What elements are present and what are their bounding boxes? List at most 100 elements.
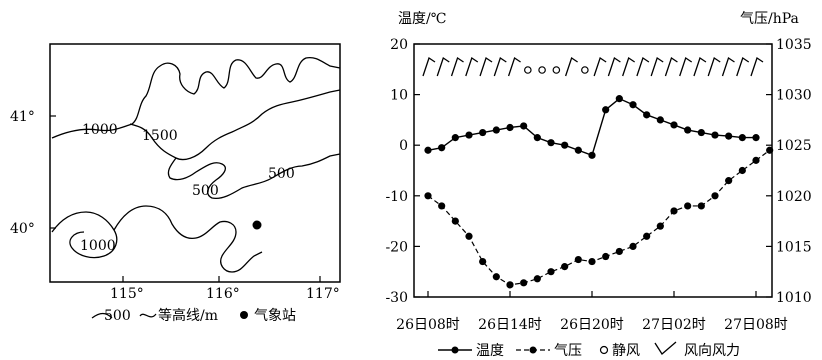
wind-barb-symbol [593,56,607,77]
temperature-point [588,151,596,159]
contour-legend-icon [91,312,113,319]
pressure-point [533,275,541,283]
map-contour-label: 1000 [82,122,118,138]
pressure-point [766,146,774,154]
right-tick-label: 1035 [776,37,812,53]
wind-barb-symbol [736,56,750,77]
right-tick-label: 1030 [776,88,812,104]
temperature-point [711,131,719,139]
contour-line [51,56,341,139]
wind-barb-symbol [721,56,735,77]
x-tick-label: 26日08时 [396,317,460,333]
wind-barb-symbol [564,56,578,77]
temperature-line [427,97,756,157]
temperature-point [697,128,705,137]
pressure-point [465,232,473,240]
map-contour-label: 500 [192,183,219,199]
left-tick-label: 0 [399,138,408,154]
temperature-point [561,141,569,149]
pressure-point [438,202,446,210]
left-tick-label: 20 [390,37,408,53]
pressure-point [752,156,760,164]
wind-barb-symbol [422,56,436,77]
contour-line [113,205,263,273]
wind-barb-symbol [707,56,721,77]
temperature-point [424,146,432,154]
pressure-point [711,192,719,200]
contour-legend-icon [139,313,157,318]
pressure-point [629,242,637,250]
temp-legend-marker [451,346,459,354]
wind-barb-symbol [693,56,707,77]
temperature-point [574,146,582,154]
calm-legend-text: 静风 [612,343,640,359]
chart-legend: 温度 气压 静风 风向风力 [438,341,740,359]
wind-barb-symbol [664,56,678,77]
station-legend-icon [240,311,248,319]
calm-symbol [538,66,546,74]
calm-symbol [524,66,532,74]
lon-label-117: 117° [306,286,340,302]
calm-legend-icon [599,345,609,355]
temperature-point [520,122,528,130]
contour-line [51,211,118,259]
pressure-point [643,232,651,240]
right-axis-ticks: 1035 1030 1025 1020 1015 1010 [766,37,812,306]
right-tick-label: 1015 [776,239,812,255]
temperature-point [629,101,637,109]
wind-barb-symbol [450,56,464,77]
temperature-point [615,95,623,103]
contour-legend-value: 500 [104,308,131,324]
x-tick-label: 26日20时 [560,317,624,333]
left-tick-label: -20 [385,239,408,255]
pressure-point [492,273,500,281]
pressure-points [424,146,774,289]
temperature-point [725,132,733,140]
pressure-point [424,192,432,200]
wind-barb-symbol [493,56,507,77]
lon-label-116: 116° [206,286,240,302]
pressure-point [547,268,555,276]
wind-barb-symbol [479,56,493,77]
pressure-point [615,247,623,256]
wind-barb-symbol [436,56,450,77]
contour-line [167,153,341,200]
temperature-point [656,116,664,124]
left-tick-label: -30 [385,290,408,306]
wind-barb-symbol [650,56,664,77]
left-axis-ticks: 20 10 0 -10 -20 -30 [385,37,420,306]
pressure-point [670,207,678,215]
pressure-point [697,202,705,210]
pressure-point [506,281,514,289]
wind-barb-symbol [507,56,521,77]
left-axis-label: 温度/℃ [398,11,446,27]
wind-symbol-row [422,56,764,77]
temperature-point [451,134,459,142]
calm-symbol [552,66,561,74]
wind-barb-symbol [679,56,693,77]
pressure-point [520,279,528,287]
pressure-point [602,252,610,261]
x-tick-label: 26日14时 [478,317,542,333]
station-legend-text: 气象站 [254,308,296,324]
temperature-point [506,123,514,132]
pressure-line [427,149,771,286]
pressure-point [738,166,746,175]
temperature-point [533,134,541,142]
lat-label-41: 41° [10,109,35,125]
map-contour-label: 1000 [80,238,116,254]
pressure-point [574,255,582,264]
left-tick-label: -10 [385,189,408,205]
pressure-point [451,217,459,225]
right-tick-label: 1010 [776,290,812,306]
map-frame [49,43,341,283]
lat-label-40: 40° [10,221,35,237]
temp-legend-text: 温度 [476,343,504,359]
temperature-point [547,139,555,147]
contour-map: 1000 1500 500 500 1000 41° 40° 115° 116°… [10,43,341,324]
contour-legend-text: 等高线/m [158,307,218,324]
temperature-point [670,121,678,129]
wind-barb-symbol [622,56,636,77]
